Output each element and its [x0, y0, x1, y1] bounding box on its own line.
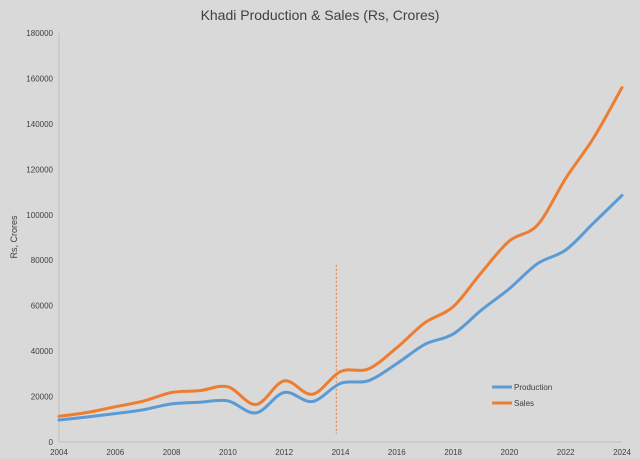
y-tick-label: 0 — [49, 438, 54, 447]
x-tick-label: 2018 — [444, 448, 462, 457]
legend: Production Sales — [492, 383, 552, 408]
y-tick-label: 100000 — [26, 211, 53, 220]
x-tick-label: 2004 — [50, 448, 68, 457]
x-tick-label: 2012 — [275, 448, 293, 457]
x-tick-label: 2010 — [219, 448, 237, 457]
axes — [58, 33, 622, 443]
y-tick-label: 180000 — [26, 29, 53, 38]
x-tick-label: 2014 — [332, 448, 350, 457]
y-axis-label: Rs, Crores — [9, 215, 19, 259]
series-lines — [57, 86, 624, 422]
legend-label-production: Production — [514, 383, 552, 392]
series-line-sales — [57, 86, 624, 418]
y-tick-labels: 0 20000 40000 60000 80000 100000 120000 140000 1… — [26, 29, 53, 447]
x-tick-label: 2008 — [163, 448, 181, 457]
x-tick-label: 2020 — [501, 448, 519, 457]
y-tick-label: 20000 — [31, 393, 54, 402]
x-tick-label: 2006 — [106, 448, 124, 457]
y-tick-label: 140000 — [26, 120, 53, 129]
chart-title: Khadi Production & Sales (Rs, Crores) — [201, 7, 440, 23]
y-tick-label: 60000 — [31, 302, 54, 311]
x-tick-label: 2016 — [388, 448, 406, 457]
x-tick-labels: 2004 2006 2008 2010 2012 2014 2016 2018 2020 2022… — [50, 448, 631, 457]
y-tick-label: 80000 — [31, 256, 54, 265]
series-line-production — [57, 193, 624, 422]
y-tick-label: 40000 — [31, 347, 54, 356]
y-tick-label: 120000 — [26, 165, 53, 174]
legend-label-sales: Sales — [514, 399, 534, 408]
x-tick-label: 2022 — [557, 448, 575, 457]
y-tick-label: 160000 — [26, 74, 53, 83]
x-tick-label: 2024 — [613, 448, 631, 457]
